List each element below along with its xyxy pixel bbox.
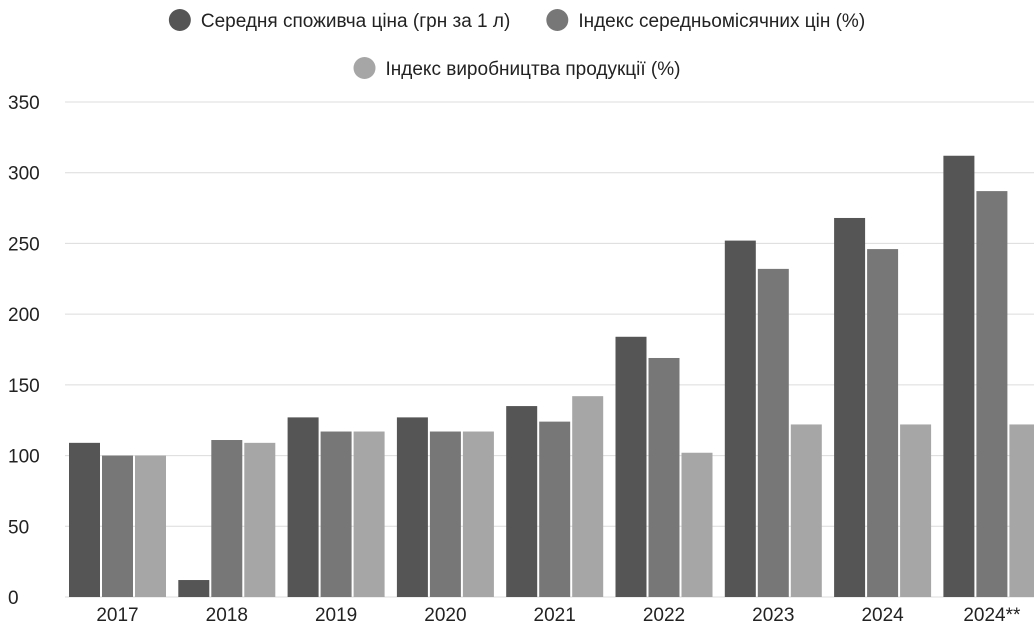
bar bbox=[539, 421, 571, 597]
bar bbox=[506, 406, 538, 597]
bar bbox=[1009, 424, 1034, 597]
bar bbox=[648, 357, 680, 597]
bar bbox=[867, 249, 899, 598]
x-tick-label: 2023 bbox=[752, 605, 794, 625]
x-axis: 2017 2018 2019 2020 2021 2022 2023 2024 2024** bbox=[96, 605, 1021, 626]
y-tick-label: 300 bbox=[8, 164, 40, 185]
x-tick-label: 2019 bbox=[315, 605, 357, 625]
y-tick-label: 50 bbox=[8, 517, 29, 538]
bar bbox=[572, 396, 604, 597]
bar bbox=[396, 417, 428, 597]
bar bbox=[943, 155, 975, 597]
bar bbox=[211, 440, 243, 597]
bar bbox=[178, 580, 210, 597]
bar bbox=[757, 268, 789, 597]
x-tick-label: 2022 bbox=[643, 605, 685, 625]
x-tick-label: 2024** bbox=[963, 605, 1021, 625]
y-tick-label: 200 bbox=[8, 305, 40, 326]
bar bbox=[462, 431, 494, 597]
legend: Середня споживча ціна (грн за 1 л) Індекс… bbox=[168, 9, 865, 80]
x-tick-label: 2018 bbox=[206, 605, 248, 625]
x-tick-label: 2017 bbox=[96, 605, 138, 625]
bar bbox=[834, 217, 866, 597]
x-tick-label: 2024 bbox=[861, 605, 904, 625]
legend-label: Індекс виробництва продукції (%) bbox=[386, 59, 681, 80]
legend-label: Індекс середньомісячних цін (%) bbox=[578, 11, 865, 32]
bar bbox=[724, 240, 756, 597]
x-tick-label: 2020 bbox=[424, 605, 466, 625]
y-tick-label: 150 bbox=[8, 376, 40, 397]
bar bbox=[900, 424, 932, 597]
legend-marker bbox=[353, 57, 376, 79]
y-tick-label: 250 bbox=[8, 234, 40, 255]
bar bbox=[320, 431, 352, 597]
legend-label: Середня споживча ціна (грн за 1 л) bbox=[201, 11, 510, 32]
bar bbox=[244, 442, 276, 597]
bars bbox=[69, 155, 1034, 598]
x-tick-label: 2021 bbox=[534, 605, 576, 625]
bar bbox=[681, 452, 713, 597]
bar bbox=[135, 455, 166, 597]
bar bbox=[287, 417, 319, 597]
y-tick-label: 100 bbox=[8, 447, 40, 468]
y-tick-label: 0 bbox=[8, 588, 19, 609]
bar bbox=[69, 442, 100, 597]
y-axis: 0 50 100 150 200 250 300 350 bbox=[8, 93, 40, 609]
bar bbox=[102, 455, 133, 597]
bar bbox=[353, 431, 385, 597]
y-tick-label: 350 bbox=[8, 93, 40, 114]
legend-marker bbox=[546, 9, 569, 31]
bar bbox=[615, 336, 647, 597]
bar bbox=[429, 431, 461, 597]
bar bbox=[790, 424, 822, 597]
legend-marker bbox=[168, 9, 191, 31]
bar bbox=[976, 191, 1008, 597]
